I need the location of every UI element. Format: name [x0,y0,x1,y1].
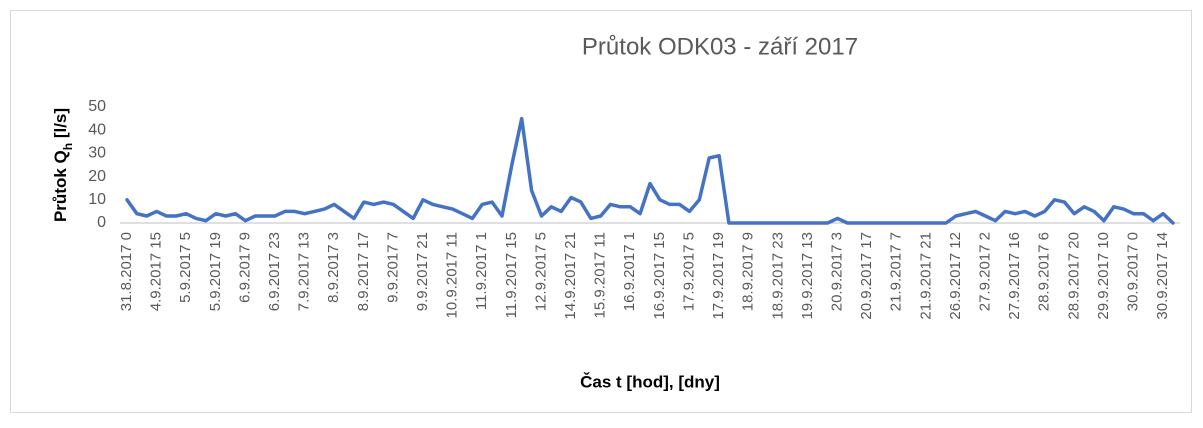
y-tick-label: 20 [88,168,106,185]
y-tick-label: 50 [88,98,106,115]
x-tick-label: 28.9.2017 6 [1036,232,1053,311]
x-tick-label: 7.9.2017 13 [296,232,313,311]
x-tick-label: 9.9.2017 7 [384,232,401,303]
x-tick-label: 5.9.2017 5 [177,232,194,303]
x-tick-label: 20.9.2017 17 [858,232,875,320]
data-line [125,116,1175,225]
chart-frame [10,10,1192,413]
y-axis-title: Průtok Qh [l/s] [51,108,75,222]
x-tick-label: 31.8.2017 0 [118,232,135,311]
x-tick-label: 20.9.2017 3 [828,232,845,311]
x-tick-label: 29.9.2017 10 [1095,232,1112,320]
x-tick-label: 21.9.2017 7 [888,232,905,311]
x-tick-label: 16.9.2017 15 [651,232,668,320]
x-tick-label: 21.9.2017 21 [917,232,934,320]
x-tick-label: 15.9.2017 11 [592,232,609,318]
x-tick-label: 11.9.2017 1 [473,232,490,310]
x-tick-label: 18.9.2017 23 [769,232,786,320]
x-tick-label: 5.9.2017 19 [207,232,224,311]
x-tick-label: 17.9.2017 5 [680,232,697,311]
chart-title: Průtok ODK03 - září 2017 [582,33,858,60]
x-tick-label: 27.9.2017 2 [976,232,993,311]
x-tick-label: 6.9.2017 23 [266,232,283,311]
y-tick-label: 30 [88,145,106,162]
x-tick-label: 17.9.2017 19 [710,232,727,320]
x-tick-label: 30.9.2017 14 [1154,232,1171,320]
x-tick-label: 28.9.2017 20 [1065,232,1082,320]
y-tick-label: 10 [88,191,106,208]
x-tick-label: 19.9.2017 13 [799,232,816,320]
x-tick-label: 4.9.2017 15 [148,232,165,311]
y-axis-title-unit: [l/s] [51,108,70,143]
y-tick-label: 0 [97,214,106,231]
x-tick-label: 11.9.2017 15 [503,232,520,318]
y-axis-title-sub: h [61,143,75,150]
x-tick-label: 12.9.2017 5 [532,232,549,311]
x-tick-label: 8.9.2017 17 [355,232,372,311]
x-tick-label: 6.9.2017 9 [236,232,253,303]
x-axis-title: Čas t [hod], [dny] [580,372,720,391]
x-tick-label: 10.9.2017 11 [444,232,461,318]
x-tick-label: 18.9.2017 9 [740,232,757,311]
y-tick-label: 40 [88,121,106,138]
x-tick-label: 9.9.2017 21 [414,232,431,311]
x-tick-label: 30.9.2017 0 [1124,232,1141,311]
x-tick-label: 27.9.2017 16 [1006,232,1023,320]
x-tick-label: 8.9.2017 3 [325,232,342,303]
x-tick-label: 26.9.2017 12 [947,232,964,320]
x-tick-label: 16.9.2017 1 [621,232,638,311]
y-axis-title-main: Průtok Q [51,150,70,222]
x-tick-label: 14.9.2017 21 [562,232,579,320]
